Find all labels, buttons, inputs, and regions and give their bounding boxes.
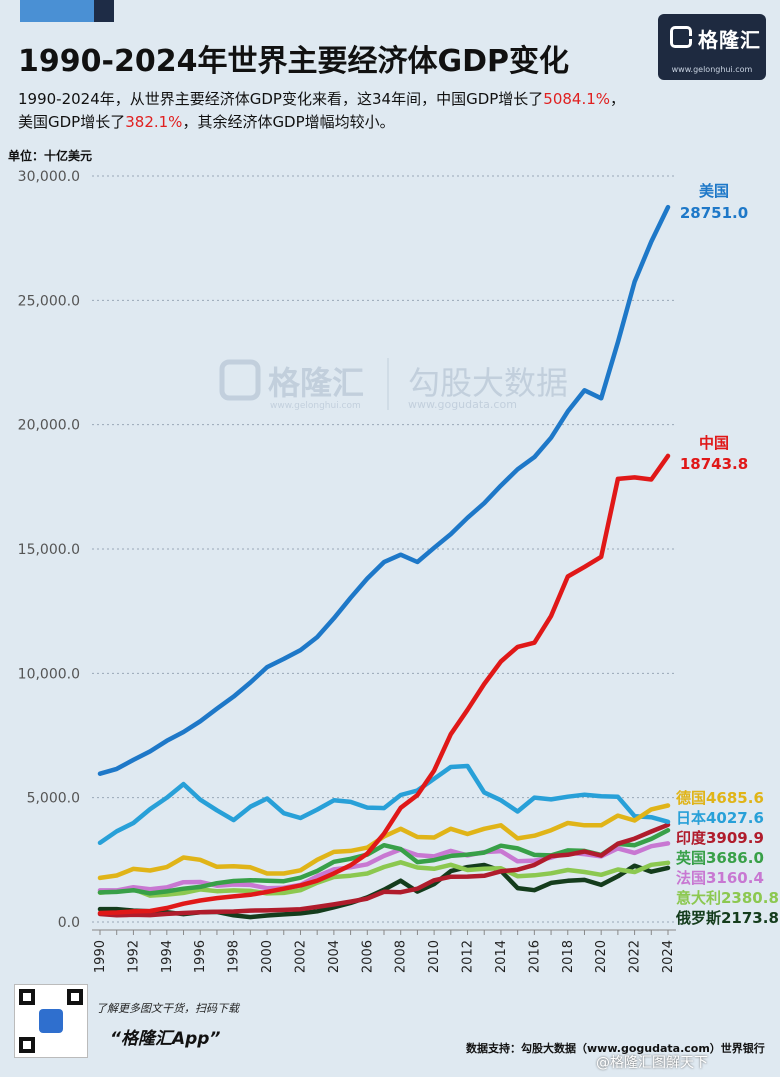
end-label: 日本4027.6	[676, 809, 764, 827]
x-tick-label: 1992	[126, 940, 141, 973]
end-label: 法国3160.4	[676, 869, 764, 887]
x-tick-label: 2020	[594, 940, 609, 973]
page-title: 1990-2024年世界主要经济体GDP变化	[18, 44, 569, 79]
description-line-1: 1990-2024年，从世界主要经济体GDP变化来看，这34年间，中国GDP增长…	[18, 88, 758, 111]
top-accent-bar	[20, 0, 114, 22]
qr-finder-tl	[19, 989, 35, 1005]
chart-watermark: 格隆汇 www.gelonghui.com 勾股大数据 www.gogudata…	[219, 358, 568, 411]
desc1-a: 1990-2024年，从世界主要经济体GDP变化来看，这34年间，中国GDP增长…	[18, 90, 544, 108]
us-growth: 382.1%	[125, 113, 183, 131]
series-line-英国	[97, 828, 671, 896]
series-line-印度	[97, 822, 671, 918]
y-tick-label: 10,000.0	[18, 666, 80, 682]
y-tick-label: 25,000.0	[18, 293, 80, 309]
x-tick-label: 1996	[193, 940, 208, 973]
description-line-2: 美国GDP增长了382.1%，其余经济体GDP增幅均较小。	[18, 111, 758, 134]
series-line-美国	[97, 204, 671, 776]
x-tick-label: 2006	[360, 940, 375, 973]
end-label: 印度3909.9	[676, 829, 764, 847]
watermark-brand2-url: www.gogudata.com	[408, 398, 517, 411]
chart-grid	[92, 175, 676, 923]
y-tick-label: 30,000.0	[18, 169, 80, 185]
unit-label: 单位：十亿美元	[8, 149, 93, 163]
app-name: “格隆汇App”	[110, 1029, 221, 1049]
logo-g-icon	[670, 26, 692, 48]
desc2-a: 美国GDP增长了	[18, 113, 126, 131]
logo-name: 格隆汇	[698, 28, 761, 52]
y-tick-label: 20,000.0	[18, 418, 80, 434]
x-tick-label: 2002	[293, 940, 308, 973]
series-line-日本	[97, 763, 671, 846]
x-axis: 1990 1992 1994 1996 1998 2000 2002 2004 2006 2008…	[92, 929, 676, 973]
watermark-logo-icon	[219, 359, 261, 401]
china-growth: 5084.1%	[543, 90, 611, 108]
top-accent-dark	[94, 0, 114, 22]
y-tick-label: 0.0	[58, 915, 80, 931]
desc2-b: ，其余经济体GDP增幅均较小。	[182, 113, 395, 131]
end-label-name: 美国	[699, 182, 729, 200]
download-cta: 了解更多图文干货，扫码下载	[96, 1002, 239, 1015]
series-line-意大利	[97, 860, 671, 898]
x-tick-label: 2022	[628, 940, 643, 973]
corner-watermark: @格隆汇图解天下	[596, 1055, 708, 1071]
watermark-brand2: 勾股大数据	[408, 364, 568, 402]
qr-code[interactable]	[14, 984, 88, 1058]
logo-url: www.gelonghui.com	[671, 65, 753, 74]
end-label: 意大利2380.8	[676, 889, 779, 907]
end-label: 英国3686.0	[676, 849, 764, 867]
qr-finder-tr	[67, 989, 83, 1005]
x-tick-label: 1998	[227, 940, 242, 973]
x-tick-label: 2012	[461, 940, 476, 973]
watermark-brand1-url: www.gelonghui.com	[270, 401, 361, 411]
series-end-labels: 美国 28751.0 中国 18743.8 俄罗斯2173.8 意大利2380.8 法国31…	[675, 182, 779, 927]
end-label: 俄罗斯2173.8	[675, 909, 779, 927]
qr-logo-icon	[39, 1009, 63, 1033]
y-axis: 0.0 5,000.0 10,000.0 15,000.0 20,000.0 25,000…	[18, 169, 80, 931]
x-tick-label: 2024	[661, 940, 676, 973]
x-tick-label: 1994	[160, 940, 175, 973]
brand-logo: 格隆汇 www.gelonghui.com	[658, 14, 766, 80]
desc1-b: ，	[610, 90, 626, 108]
x-tick-label: 2016	[527, 940, 542, 973]
series-line-中国	[97, 453, 671, 916]
x-tick-label: 2004	[327, 940, 342, 973]
end-label-value: 18743.8	[680, 455, 748, 473]
x-tick-label: 2010	[427, 940, 442, 973]
x-tick-label: 2014	[494, 940, 509, 973]
y-tick-label: 5,000.0	[27, 791, 80, 807]
description: 1990-2024年，从世界主要经济体GDP变化来看，这34年间，中国GDP增长…	[18, 88, 758, 134]
x-tick-label: 1990	[93, 940, 108, 973]
data-source: 数据支持：勾股大数据（www.gogudata.com）世界银行	[466, 1042, 765, 1055]
qr-finder-bl	[19, 1037, 35, 1053]
end-label-name: 中国	[699, 434, 729, 452]
x-tick-label: 2008	[394, 940, 409, 973]
chart-series	[97, 204, 671, 920]
end-label: 德国4685.6	[676, 789, 764, 807]
watermark-brand1: 格隆汇	[268, 364, 364, 402]
end-label-value: 28751.0	[680, 204, 748, 222]
x-tick-label: 2018	[561, 940, 576, 973]
x-tick-label: 2000	[260, 940, 275, 973]
y-tick-label: 15,000.0	[18, 542, 80, 558]
